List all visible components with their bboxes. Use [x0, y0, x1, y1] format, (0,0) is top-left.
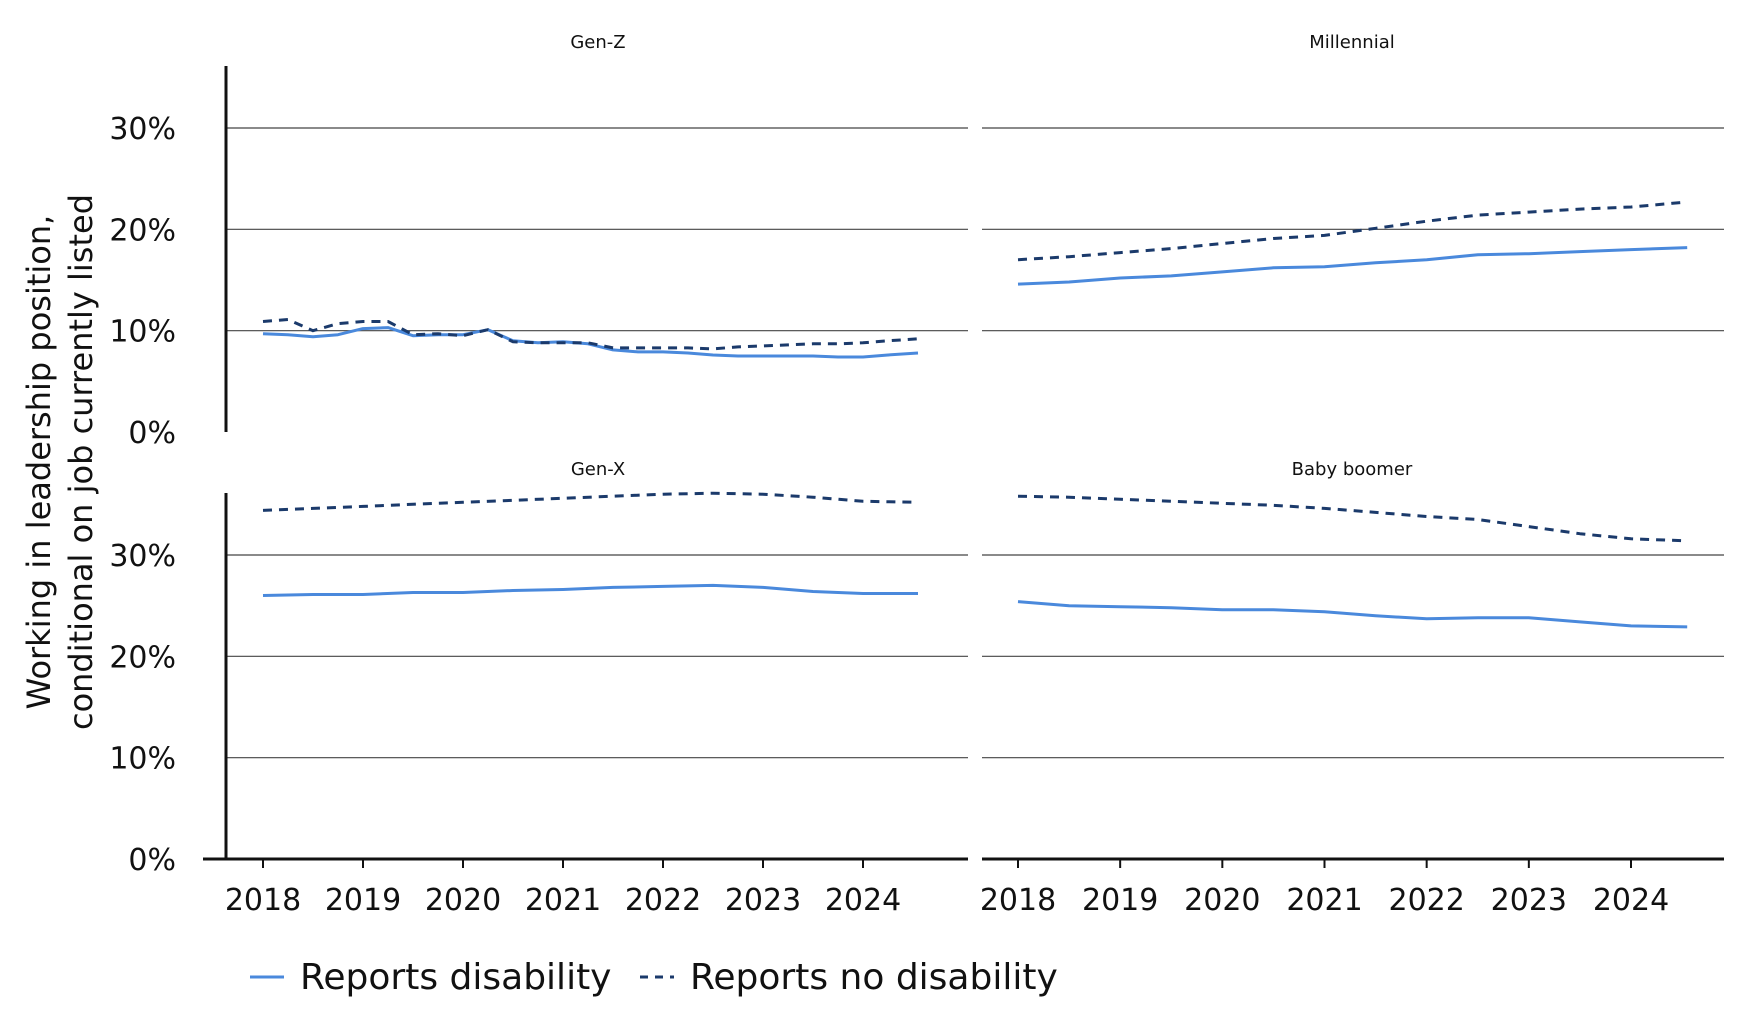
x-tick-label: 2022 — [1388, 883, 1464, 918]
panel-baby-boomer: Baby boomer — [982, 459, 1724, 759]
chart-panels: Gen-Z Millennial Gen-X Baby boomer 0% 10% 20% 3… — [109, 32, 1724, 918]
y-tick-label: 0% — [128, 843, 176, 878]
x-tick-label: 2021 — [1286, 883, 1362, 918]
panel-title: Gen-Z — [570, 32, 625, 53]
x-tick-label: 2020 — [425, 883, 501, 918]
x-tick-label: 2019 — [1082, 883, 1158, 918]
y-tick-label: 10% — [109, 742, 176, 777]
panel-gen-z: Gen-Z — [226, 32, 968, 359]
x-tick-label: 2024 — [825, 883, 901, 918]
y-axis: 0% 10% 20% 30% — [109, 493, 228, 878]
legend: Reports disability Reports no disability — [250, 957, 1058, 998]
x-tick-label: 2020 — [1184, 883, 1260, 918]
y-tick-label: 30% — [109, 539, 176, 574]
x-tick-label: 2023 — [725, 883, 801, 918]
y-axis-title: Working in leadership position, condition… — [20, 194, 100, 730]
panel-title: Millennial — [1309, 32, 1394, 53]
series-line-no-disability — [262, 318, 919, 351]
y-tick-label: 10% — [109, 315, 176, 350]
y-axis-title-line: conditional on job currently listed — [62, 194, 100, 730]
x-axis: 2018 2019 2020 2021 2022 2023 2024 — [980, 857, 1724, 918]
panel-title: Baby boomer — [1292, 459, 1413, 480]
y-axis-label: Working in leadership position, condition… — [20, 194, 100, 730]
series-line-disability — [1017, 246, 1688, 286]
y-axis-title-line: Working in leadership position, — [20, 215, 58, 710]
series-line-no-disability — [1017, 494, 1688, 543]
y-axis: 0% 10% 20% 30% — [109, 66, 228, 451]
series-line-disability — [262, 583, 918, 597]
x-tick-label: 2024 — [1593, 883, 1669, 918]
x-tick-label: 2019 — [325, 883, 401, 918]
x-tick-label: 2018 — [980, 883, 1056, 918]
y-tick-label: 30% — [109, 112, 176, 147]
series-line-disability — [262, 326, 919, 359]
panel-gen-x: Gen-X — [226, 459, 968, 759]
legend-label: Reports no disability — [690, 957, 1058, 998]
series-line-no-disability — [262, 491, 919, 512]
y-tick-label: 0% — [128, 416, 176, 451]
y-tick-label: 20% — [109, 213, 176, 248]
panel-millennial: Millennial — [982, 32, 1724, 332]
x-tick-label: 2022 — [625, 883, 701, 918]
x-tick-label: 2021 — [525, 883, 601, 918]
y-tick-label: 20% — [109, 640, 176, 675]
legend-label: Reports disability — [300, 957, 611, 998]
x-tick-label: 2023 — [1491, 883, 1567, 918]
series-line-disability — [1017, 600, 1688, 629]
x-tick-label: 2018 — [225, 883, 301, 918]
panel-title: Gen-X — [571, 459, 625, 480]
x-axis: 2018 2019 2020 2021 2022 2023 2024 — [203, 857, 968, 918]
